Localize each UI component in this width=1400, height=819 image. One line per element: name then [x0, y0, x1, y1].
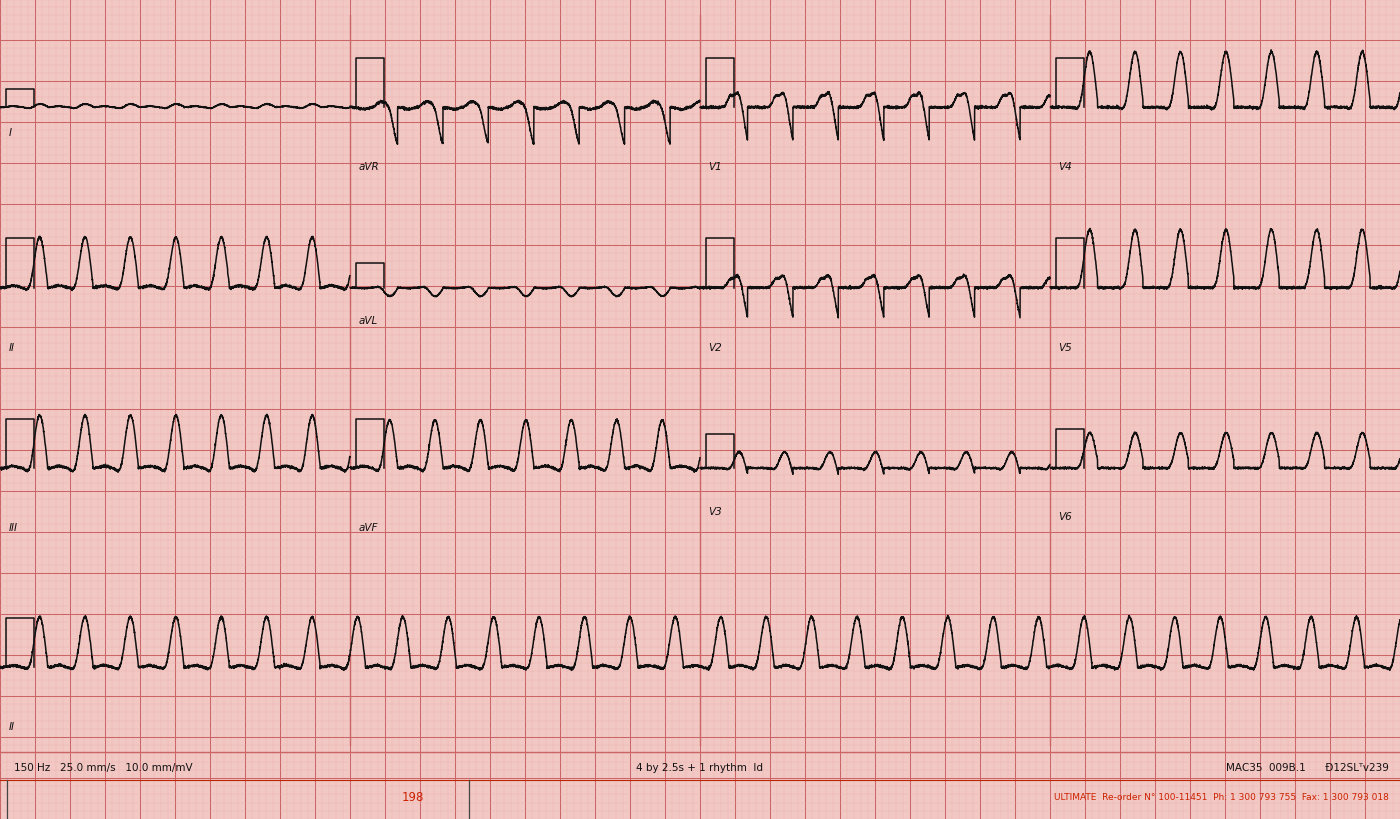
Text: V6: V6 [1058, 512, 1072, 522]
Text: I: I [8, 128, 11, 138]
Text: V4: V4 [1058, 162, 1072, 172]
Text: V2: V2 [708, 342, 722, 352]
Text: MAC35  009B.1      Ð12SLᵀv239: MAC35 009B.1 Ð12SLᵀv239 [1226, 762, 1389, 771]
Text: aVR: aVR [358, 162, 379, 172]
Text: V5: V5 [1058, 342, 1072, 352]
Text: III: III [8, 523, 17, 532]
Text: aVL: aVL [358, 315, 378, 325]
Text: 4 by 2.5s + 1 rhythm  ld: 4 by 2.5s + 1 rhythm ld [637, 762, 763, 771]
Text: 198: 198 [402, 790, 424, 803]
Text: 150 Hz   25.0 mm/s   10.0 mm/mV: 150 Hz 25.0 mm/s 10.0 mm/mV [14, 762, 193, 771]
Text: II: II [8, 342, 14, 352]
Text: ULTIMATE  Re-order N° 100-11451  Ph: 1 300 793 755  Fax: 1 300 793 018: ULTIMATE Re-order N° 100-11451 Ph: 1 300… [1054, 792, 1389, 800]
Text: V1: V1 [708, 162, 722, 172]
Text: aVF: aVF [358, 523, 378, 532]
Text: II: II [8, 722, 14, 731]
Text: V3: V3 [708, 506, 722, 516]
